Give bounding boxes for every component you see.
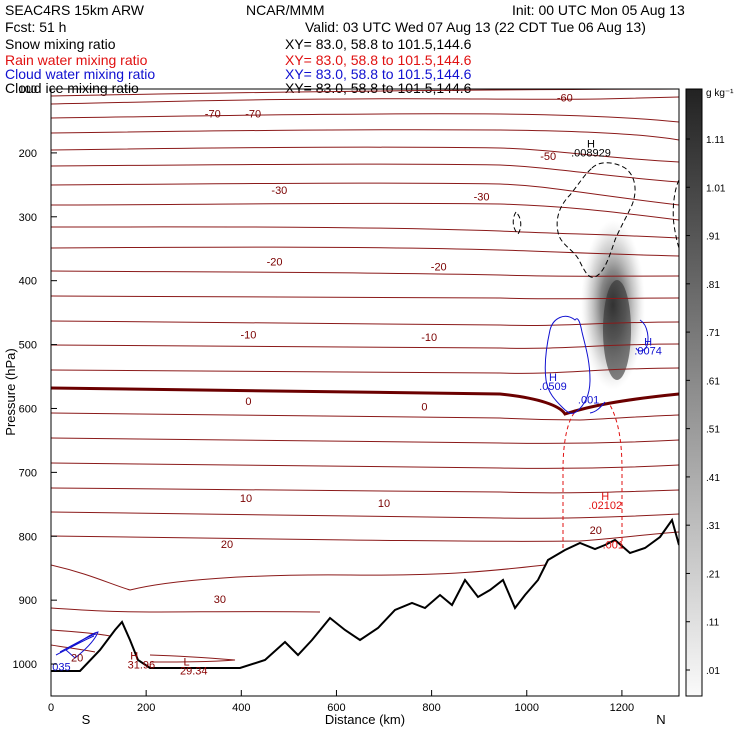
- y-tick-label: 100: [19, 84, 37, 96]
- colorbar-label: .11: [706, 618, 720, 629]
- valid-time: Valid: 03 UTC Wed 07 Aug 13 (22 CDT Tue …: [305, 19, 646, 35]
- colorbar-unit: g kg⁻¹: [706, 88, 734, 99]
- terrain-line: [51, 517, 679, 672]
- rain-water-contours: [562, 404, 623, 548]
- temperature-contour-label: -20: [431, 262, 447, 274]
- temperature-contour-label: -60: [557, 92, 573, 104]
- snow-ice-contours: [512, 162, 679, 278]
- x-axis: 0 200 400 600 800 1000 1200: [48, 690, 634, 714]
- center-name: NCAR/MMM: [246, 2, 325, 18]
- temperature-contour-label: 10: [378, 498, 390, 510]
- cloud-water-contours: [55, 315, 649, 659]
- x-tick-label: 200: [137, 702, 155, 714]
- extremum-label: .001: [578, 395, 599, 407]
- extremum-label: H: [644, 336, 652, 348]
- extremum-label: H: [549, 372, 557, 384]
- forecast-hour: Fcst: 51 h: [5, 19, 67, 35]
- temperature-contour-label: -20: [267, 257, 283, 269]
- x-tick-label: 400: [232, 702, 250, 714]
- extremum-label: .02102: [588, 500, 622, 512]
- x-axis-label: Distance (km): [325, 712, 405, 727]
- y-tick-label: 400: [19, 276, 37, 288]
- y-tick-label: 700: [19, 467, 37, 479]
- y-tick-label: 800: [19, 531, 37, 543]
- y-axis: 100 200 300 400 500 600 700 800 900 1000: [13, 84, 57, 671]
- colorbar-label: .51: [706, 425, 720, 436]
- temperature-contour-label: -70: [245, 108, 261, 120]
- colorbar-label: .31: [706, 521, 720, 532]
- field-snow-xy: XY= 83.0, 58.8 to 101.5,144.6: [285, 36, 472, 52]
- temperature-contour-label: -70: [205, 108, 221, 120]
- colorbar-label: .81: [706, 280, 720, 291]
- extremum-label: 29.34: [180, 665, 208, 677]
- temperature-contour-label: 20: [590, 525, 602, 537]
- y-tick-label: 500: [19, 340, 37, 352]
- field-rain-xy: XY= 83.0, 58.8 to 101.5,144.6: [285, 52, 472, 68]
- x-tick-label: 1000: [515, 702, 539, 714]
- colorbar-label: .61: [706, 376, 720, 387]
- temperature-contour-label: 0: [421, 402, 427, 414]
- colorbar-label: 1.01: [706, 183, 726, 194]
- temperature-contours: [51, 89, 679, 663]
- temperature-contour-label: -30: [271, 185, 287, 197]
- colorbar-label: .71: [706, 328, 720, 339]
- colorbar-label: 1.11: [706, 135, 725, 146]
- temperature-contour-label: -50: [540, 151, 556, 163]
- x-tick-label: 800: [422, 702, 440, 714]
- extremum-label: .0509: [539, 381, 567, 393]
- colorbar-label: .01: [706, 666, 720, 677]
- x-tick-label: 1200: [610, 702, 634, 714]
- colorbar-labels: 1.11 1.01 .91 .81 .71 .61 .51 .41 .31 .21 .11 .01: [686, 135, 726, 677]
- extremum-label: 31.96: [128, 660, 156, 672]
- y-tick-label: 900: [19, 595, 37, 607]
- x-tick-label: 600: [327, 702, 345, 714]
- cloud-ice-core-inner: [603, 280, 631, 380]
- temperature-contour-label: 0: [245, 396, 251, 408]
- x-end-label-right: N: [656, 712, 665, 727]
- field-cloudice-name: Cloud ice mixing ratio: [5, 80, 139, 96]
- temperature-contour-label: -30: [474, 191, 490, 203]
- field-rain-name: Rain water mixing ratio: [5, 52, 148, 68]
- y-tick-label: 300: [19, 212, 37, 224]
- x-end-label-left: S: [82, 712, 91, 727]
- temperature-contour-label: 20: [221, 539, 233, 551]
- colorbar: [685, 88, 703, 697]
- y-tick-label: 1000: [13, 659, 37, 671]
- temperature-contour-label: 30: [214, 594, 226, 606]
- extremum-label: H: [587, 138, 595, 150]
- temperature-contour-label: 10: [240, 493, 252, 505]
- extremum-label: 035: [52, 662, 70, 674]
- extremum-label: H: [130, 651, 138, 663]
- colorbar-label: .21: [706, 569, 720, 580]
- model-name: SEAC4RS 15km ARW: [5, 2, 145, 18]
- field-cloudwater-xy: XY= 83.0, 58.8 to 101.5,144.6: [285, 66, 472, 82]
- extremum-label: .0074: [634, 345, 662, 357]
- field-snow-name: Snow mixing ratio: [5, 36, 116, 52]
- extremum-label: H: [601, 491, 609, 503]
- temperature-contour-label: -10: [421, 332, 437, 344]
- temperature-contour-label: -10: [240, 329, 256, 341]
- x-tick-label: 0: [48, 702, 54, 714]
- y-axis-label: Pressure (hPa): [3, 348, 18, 435]
- y-tick-label: 200: [19, 148, 37, 160]
- init-time: Init: 00 UTC Mon 05 Aug 13: [512, 2, 685, 18]
- temperature-contour-label: 20: [71, 653, 83, 665]
- extremum-label: .001: [603, 540, 624, 552]
- plot-frame: [50, 88, 680, 697]
- y-tick-label: 600: [19, 403, 37, 415]
- chart-labels: -70 -70 -60 -50 -30 -30 -20 -20 -10 -10 0 0 10 10 20 20…: [52, 92, 662, 677]
- extremum-label: .008929: [571, 147, 611, 159]
- colorbar-label: .91: [706, 232, 720, 243]
- field-cloudwater-name: Cloud water mixing ratio: [5, 66, 156, 82]
- colorbar-label: .41: [706, 473, 720, 484]
- extremum-label: L: [184, 656, 190, 668]
